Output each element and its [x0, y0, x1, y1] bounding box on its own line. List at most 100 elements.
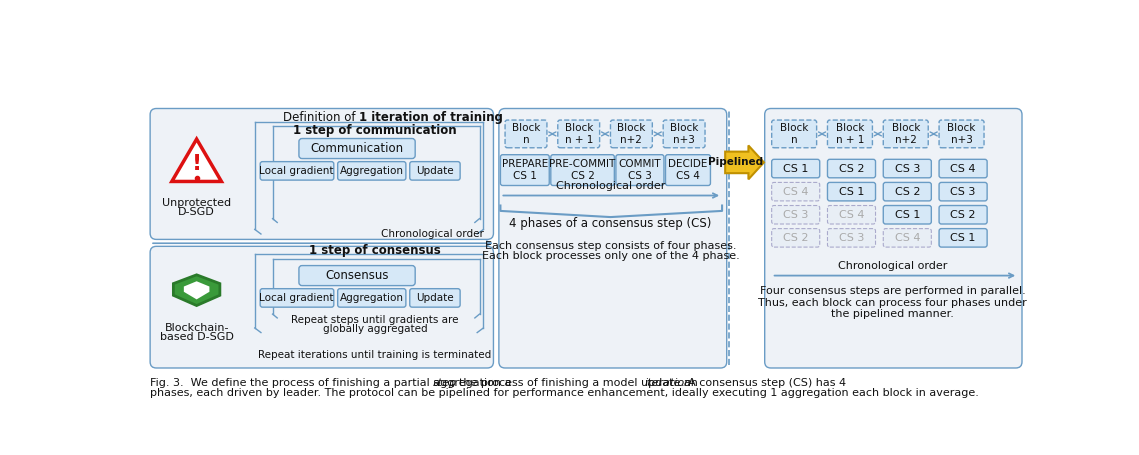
FancyBboxPatch shape: [500, 155, 549, 186]
Text: phases, each driven by leader. The protocol can be pipelined for performance enh: phases, each driven by leader. The proto…: [150, 388, 980, 398]
FancyBboxPatch shape: [883, 206, 932, 224]
Text: D-SGD: D-SGD: [178, 207, 215, 217]
Text: Repeat steps until gradients are: Repeat steps until gradients are: [292, 315, 459, 325]
Text: Each consensus step consists of four phases.: Each consensus step consists of four pha…: [485, 241, 736, 251]
Text: Local gradient: Local gradient: [260, 293, 334, 303]
Text: Unprotected: Unprotected: [162, 198, 231, 208]
Text: Communication: Communication: [311, 142, 403, 155]
Text: CS 4: CS 4: [950, 163, 976, 173]
Text: 1 step of consensus: 1 step of consensus: [309, 244, 441, 258]
FancyBboxPatch shape: [772, 228, 820, 247]
Text: DECIDE
CS 4: DECIDE CS 4: [669, 159, 707, 181]
FancyBboxPatch shape: [827, 182, 876, 201]
Text: CS 1: CS 1: [950, 233, 976, 243]
Polygon shape: [726, 146, 764, 179]
FancyBboxPatch shape: [260, 288, 334, 307]
Text: CS 2: CS 2: [950, 210, 976, 220]
Text: Block
n+2: Block n+2: [892, 123, 920, 145]
FancyBboxPatch shape: [410, 288, 460, 307]
FancyBboxPatch shape: [827, 228, 876, 247]
Text: Definition of: Definition of: [284, 111, 360, 124]
Text: Fig. 3.  We define the process of finishing a partial aggregation a: Fig. 3. We define the process of finishi…: [150, 378, 515, 388]
FancyBboxPatch shape: [298, 138, 416, 158]
FancyBboxPatch shape: [772, 120, 817, 148]
Text: CS 3: CS 3: [782, 210, 809, 220]
Text: Aggregation: Aggregation: [339, 293, 403, 303]
Text: globally aggregated: globally aggregated: [322, 324, 427, 334]
Text: the pipelined manner.: the pipelined manner.: [831, 309, 954, 319]
FancyBboxPatch shape: [505, 120, 547, 148]
Polygon shape: [173, 275, 220, 306]
FancyBboxPatch shape: [772, 159, 820, 178]
FancyBboxPatch shape: [616, 155, 664, 186]
Text: 4 phases of a consensus step (CS): 4 phases of a consensus step (CS): [509, 217, 712, 230]
FancyBboxPatch shape: [939, 182, 988, 201]
Text: based D-SGD: based D-SGD: [159, 332, 233, 342]
Text: CS 2: CS 2: [894, 187, 920, 197]
FancyBboxPatch shape: [551, 155, 614, 186]
Text: Block
n + 1: Block n + 1: [836, 123, 865, 145]
FancyBboxPatch shape: [883, 228, 932, 247]
Text: CS 1: CS 1: [894, 210, 920, 220]
Text: Block
n+3: Block n+3: [948, 123, 976, 145]
FancyBboxPatch shape: [939, 120, 984, 148]
Text: CS 1: CS 1: [782, 163, 809, 173]
Polygon shape: [172, 139, 221, 182]
Text: CS 3: CS 3: [894, 163, 920, 173]
FancyBboxPatch shape: [611, 120, 653, 148]
FancyBboxPatch shape: [665, 155, 711, 186]
FancyBboxPatch shape: [558, 120, 599, 148]
Text: Chronological order: Chronological order: [380, 228, 483, 238]
Text: 1 iteration of training: 1 iteration of training: [360, 111, 503, 124]
Text: Block
n+2: Block n+2: [617, 123, 646, 145]
FancyBboxPatch shape: [298, 266, 416, 286]
FancyBboxPatch shape: [337, 288, 405, 307]
Text: Block
n + 1: Block n + 1: [565, 123, 593, 145]
FancyBboxPatch shape: [499, 108, 727, 368]
Text: CS 3: CS 3: [838, 233, 865, 243]
Text: Block
n+3: Block n+3: [670, 123, 698, 145]
FancyBboxPatch shape: [883, 182, 932, 201]
Text: Consensus: Consensus: [326, 269, 388, 282]
Text: step: step: [433, 378, 457, 388]
Text: CS 4: CS 4: [838, 210, 865, 220]
FancyBboxPatch shape: [939, 228, 988, 247]
FancyBboxPatch shape: [260, 162, 334, 180]
FancyBboxPatch shape: [939, 206, 988, 224]
Text: Block
n: Block n: [780, 123, 809, 145]
Text: Chronological order: Chronological order: [556, 181, 665, 191]
Text: Local gradient: Local gradient: [260, 166, 334, 176]
Text: Update: Update: [416, 166, 453, 176]
Polygon shape: [183, 281, 210, 299]
Text: Thus, each block can process four phases under: Thus, each block can process four phases…: [759, 298, 1027, 308]
Text: Block
n: Block n: [511, 123, 540, 145]
FancyBboxPatch shape: [883, 159, 932, 178]
Text: iteration: iteration: [645, 378, 693, 388]
Text: Four consensus steps are performed in parallel.: Four consensus steps are performed in pa…: [760, 286, 1025, 296]
FancyBboxPatch shape: [663, 120, 705, 148]
Text: 1 step of communication: 1 step of communication: [293, 124, 457, 136]
FancyBboxPatch shape: [883, 120, 928, 148]
Text: CS 4: CS 4: [894, 233, 920, 243]
Text: !: !: [191, 154, 202, 174]
Text: PRE-COMMIT
CS 2: PRE-COMMIT CS 2: [549, 159, 616, 181]
Text: Repeat iterations until training is terminated: Repeat iterations until training is term…: [259, 350, 492, 360]
Text: Each block processes only one of the 4 phase.: Each block processes only one of the 4 p…: [482, 251, 739, 261]
FancyBboxPatch shape: [150, 246, 493, 368]
Text: CS 2: CS 2: [782, 233, 809, 243]
Text: Chronological order: Chronological order: [838, 261, 948, 271]
Text: Blockchain-: Blockchain-: [164, 323, 229, 333]
Text: CS 4: CS 4: [782, 187, 809, 197]
Text: Pipelined: Pipelined: [708, 157, 763, 167]
FancyBboxPatch shape: [772, 182, 820, 201]
FancyBboxPatch shape: [150, 108, 493, 239]
Text: . A consensus step (CS) has 4: . A consensus step (CS) has 4: [681, 378, 846, 388]
Text: CS 1: CS 1: [838, 187, 865, 197]
Text: Aggregation: Aggregation: [339, 166, 403, 176]
FancyBboxPatch shape: [337, 162, 405, 180]
Text: PREPARE
CS 1: PREPARE CS 1: [501, 159, 548, 181]
Text: CS 3: CS 3: [950, 187, 976, 197]
Text: , the process of finishing a model update an: , the process of finishing a model updat…: [451, 378, 700, 388]
Text: Update: Update: [416, 293, 453, 303]
FancyBboxPatch shape: [772, 206, 820, 224]
